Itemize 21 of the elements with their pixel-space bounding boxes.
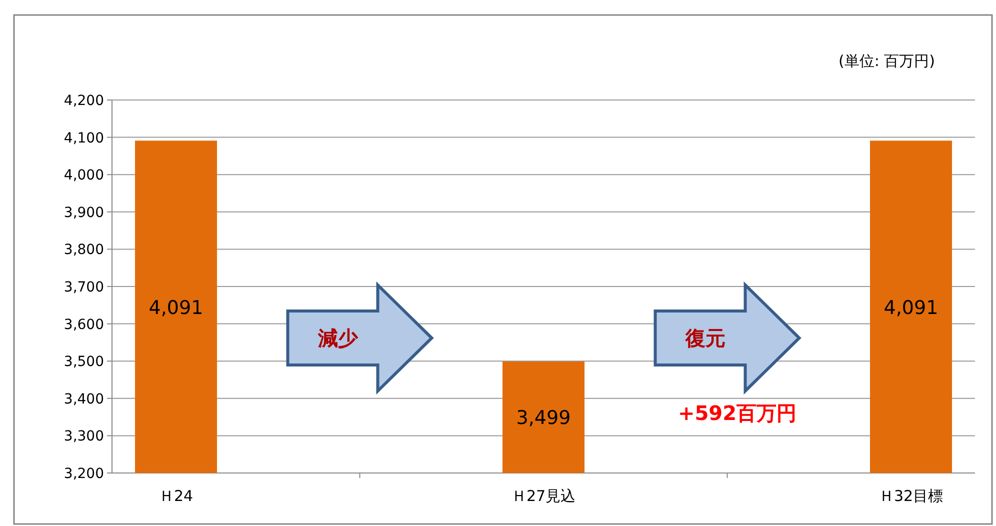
y-tick-label: 3,700 bbox=[64, 280, 104, 296]
y-tick-label: 3,400 bbox=[64, 391, 104, 408]
y-tick-label: 3,600 bbox=[64, 316, 104, 333]
annotation: 減少 bbox=[316, 326, 359, 350]
annotation: 復元 bbox=[684, 326, 726, 350]
x-tick-label: Ｈ32目標 bbox=[878, 487, 944, 505]
annotation: +592百万円 bbox=[678, 401, 797, 425]
y-tick-label: 4,000 bbox=[64, 168, 104, 184]
y-tick-label: 3,800 bbox=[64, 242, 104, 258]
text: (単位: 百万円) bbox=[838, 52, 935, 70]
y-tick-label: 4,200 bbox=[64, 93, 104, 109]
y-tick-label: 3,300 bbox=[64, 428, 104, 445]
data-label: 3,499 bbox=[516, 407, 571, 430]
data-label: 4,091 bbox=[884, 296, 938, 319]
x-tick-label: Ｈ24 bbox=[158, 487, 194, 505]
y-tick-label: 3,500 bbox=[64, 354, 104, 370]
data-label: 4,091 bbox=[148, 296, 204, 319]
y-tick-label: 4,100 bbox=[64, 130, 104, 146]
y-tick-label: 3,200 bbox=[64, 466, 104, 482]
x-tick-label: Ｈ27見込 bbox=[511, 487, 576, 505]
y-tick-label: 3,900 bbox=[64, 204, 104, 221]
